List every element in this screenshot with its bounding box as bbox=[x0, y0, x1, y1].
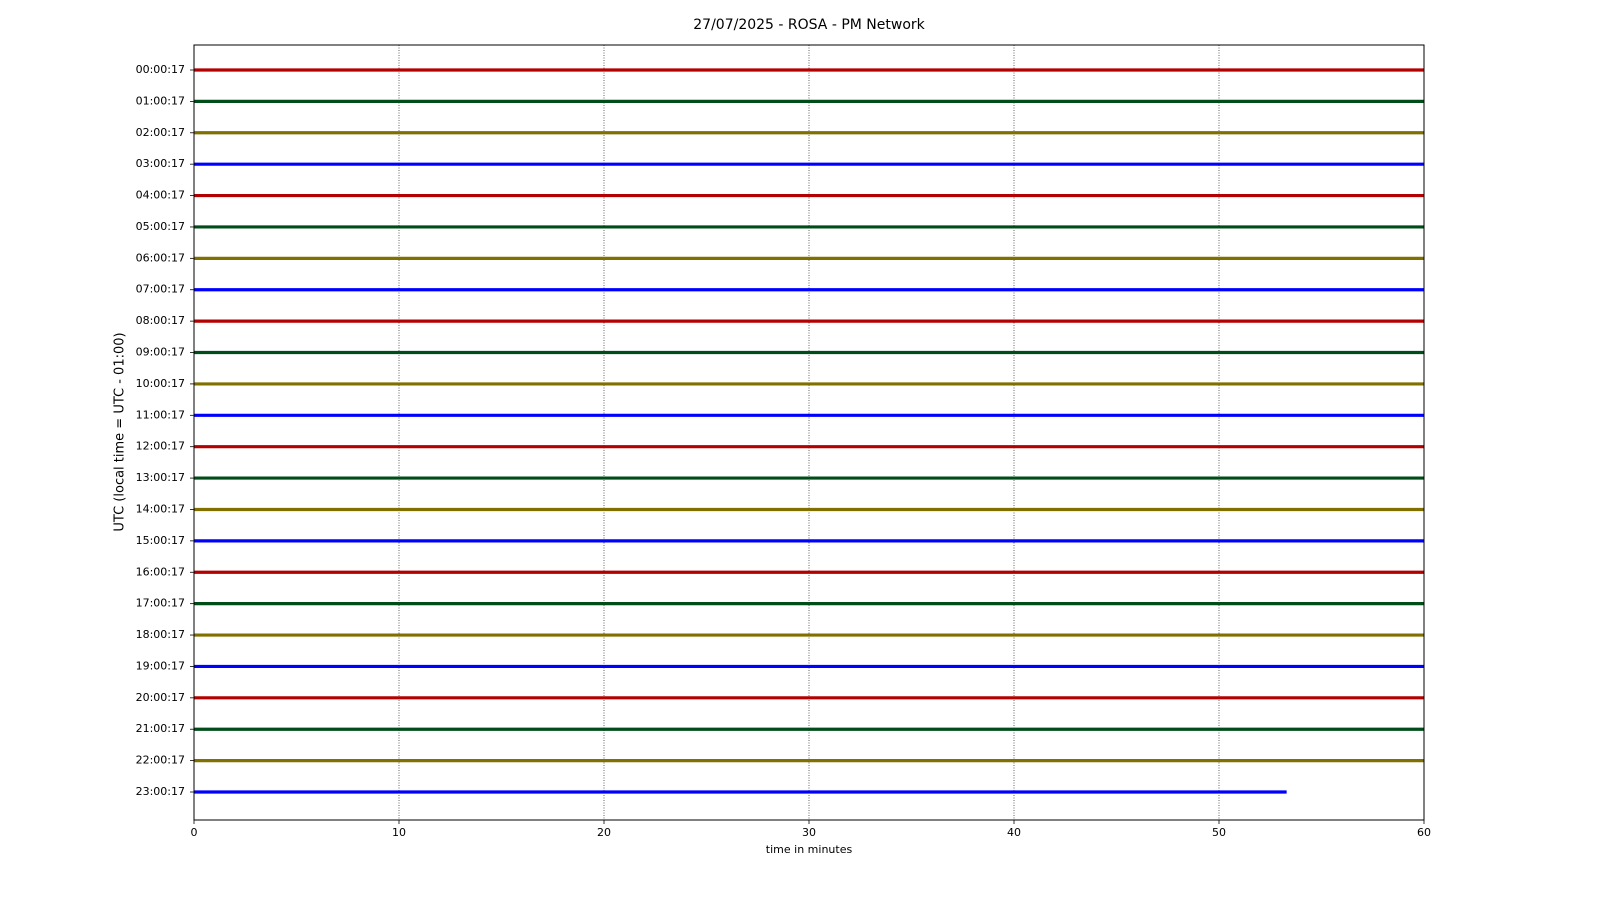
y-tick-label: 18:00:17 bbox=[136, 628, 185, 641]
y-tick-label: 05:00:17 bbox=[136, 220, 185, 233]
y-tick-label: 16:00:17 bbox=[136, 565, 185, 578]
y-tick-label: 00:00:17 bbox=[136, 63, 185, 76]
y-tick-label: 20:00:17 bbox=[136, 691, 185, 704]
y-tick-label: 10:00:17 bbox=[136, 377, 185, 390]
y-tick-label: 07:00:17 bbox=[136, 283, 185, 296]
x-axis-label: time in minutes bbox=[766, 843, 853, 856]
chart-title: 27/07/2025 - ROSA - PM Network bbox=[693, 17, 925, 33]
y-tick-label: 09:00:17 bbox=[136, 346, 185, 359]
plot-frame bbox=[193, 44, 1425, 821]
y-tick-label: 23:00:17 bbox=[136, 785, 185, 798]
y-tick-label: 11:00:17 bbox=[136, 408, 185, 421]
x-tick-label: 30 bbox=[802, 826, 816, 839]
y-tick-label: 01:00:17 bbox=[136, 94, 185, 107]
y-tick-label: 13:00:17 bbox=[136, 471, 185, 484]
y-tick-label: 06:00:17 bbox=[136, 251, 185, 264]
y-tick-label: 03:00:17 bbox=[136, 157, 185, 170]
y-tick-label: 15:00:17 bbox=[136, 534, 185, 547]
y-tick-label: 19:00:17 bbox=[136, 659, 185, 672]
y-tick-label: 17:00:17 bbox=[136, 597, 185, 610]
y-tick-label: 12:00:17 bbox=[136, 440, 185, 453]
y-tick-label: 04:00:17 bbox=[136, 189, 185, 202]
y-tick-label: 21:00:17 bbox=[136, 722, 185, 735]
x-tick-label: 50 bbox=[1212, 826, 1226, 839]
x-tick-label: 20 bbox=[597, 826, 611, 839]
y-tick-label: 14:00:17 bbox=[136, 502, 185, 515]
x-tick-label: 60 bbox=[1417, 826, 1431, 839]
y-tick-label: 22:00:17 bbox=[136, 754, 185, 767]
x-tick-label: 0 bbox=[191, 826, 198, 839]
y-tick-label: 08:00:17 bbox=[136, 314, 185, 327]
y-tick-label: 02:00:17 bbox=[136, 126, 185, 139]
x-tick-label: 10 bbox=[392, 826, 406, 839]
x-tick-label: 40 bbox=[1007, 826, 1021, 839]
y-axis-label: UTC (local time = UTC - 01:00) bbox=[113, 332, 128, 531]
